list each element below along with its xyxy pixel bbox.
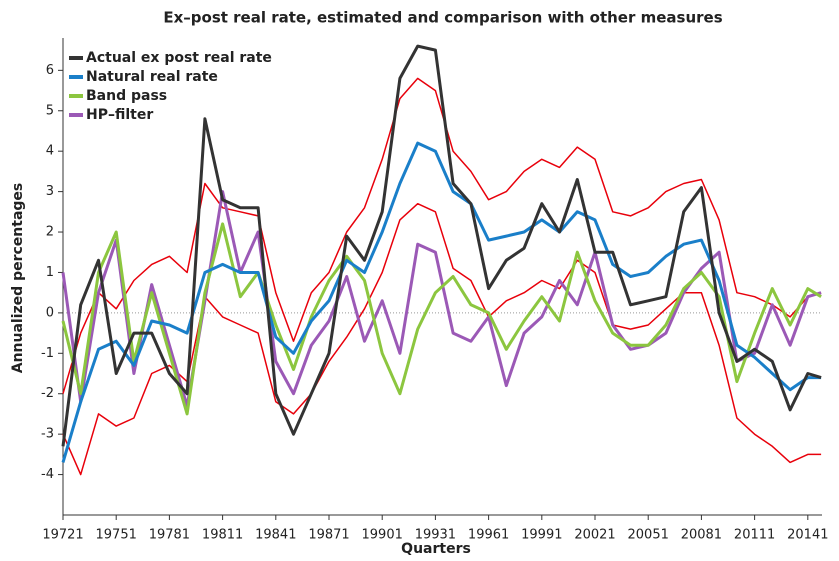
legend-label: Actual ex post real rate xyxy=(86,50,272,66)
series-line xyxy=(61,44,822,447)
x-tick-label: 19811 xyxy=(202,528,243,543)
y-tick-label: -1 xyxy=(41,346,54,361)
x-tick-label: 19871 xyxy=(308,528,349,543)
y-tick-label: -4 xyxy=(41,467,54,482)
x-tick-label: 20141 xyxy=(787,528,828,543)
legend-label: Band pass xyxy=(86,88,167,104)
legend-label: HP–filter xyxy=(86,107,153,123)
x-tick-label: 20111 xyxy=(734,528,775,543)
x-tick-label: 19721 xyxy=(42,528,83,543)
x-tick-label: 20021 xyxy=(574,528,615,543)
x-tick-label: 19901 xyxy=(362,528,403,543)
series-line xyxy=(61,141,822,463)
chart-title: Ex–post real rate, estimated and compari… xyxy=(163,9,722,27)
x-tick-label: 19841 xyxy=(255,528,296,543)
x-tick-label: 19781 xyxy=(149,528,190,543)
y-tick-label: 2 xyxy=(46,225,54,240)
x-tick-label: 20081 xyxy=(681,528,722,543)
x-tick-label: 19991 xyxy=(521,528,562,543)
y-tick-label: 3 xyxy=(46,184,54,199)
band-line xyxy=(62,202,822,476)
y-tick-label: -3 xyxy=(41,427,54,442)
y-tick-label: 0 xyxy=(46,305,54,320)
y-tick-label: 4 xyxy=(46,144,54,159)
x-tick-label: 19931 xyxy=(415,528,456,543)
x-tick-label: 20051 xyxy=(628,528,669,543)
legend-label: Natural real rate xyxy=(86,69,218,85)
y-tick-label: -2 xyxy=(41,386,54,401)
x-axis-label: Quarters xyxy=(401,541,471,557)
series-line xyxy=(61,222,822,416)
y-tick-label: 5 xyxy=(46,103,54,118)
y-tick-label: 1 xyxy=(46,265,54,280)
y-tick-label: 6 xyxy=(46,63,54,78)
x-tick-label: 19961 xyxy=(468,528,509,543)
y-axis-label: Annualized percentages xyxy=(10,183,26,374)
x-tick-label: 19751 xyxy=(96,528,137,543)
